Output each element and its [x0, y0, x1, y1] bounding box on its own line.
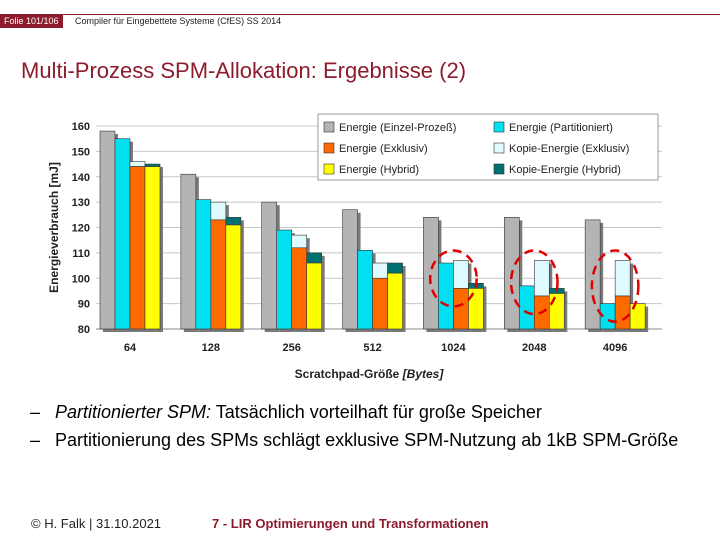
- bar-energie-hybrid: [548, 293, 565, 330]
- highlight-ellipse: [509, 249, 559, 316]
- highlight-ellipse: [590, 249, 640, 323]
- y-tick-label: 160: [72, 121, 90, 133]
- bullet-dash: –: [30, 402, 41, 422]
- slide-number: Folie 101/106: [0, 14, 63, 28]
- course-title: Compiler für Eingebettete Systeme (CfES)…: [75, 16, 282, 26]
- legend-swatch: [323, 142, 335, 154]
- y-tick-label: 90: [78, 299, 90, 311]
- x-tick-label: 4096: [603, 342, 627, 354]
- bar-energie-einzel-prozess: [342, 209, 358, 330]
- y-tick-label: 150: [72, 146, 90, 158]
- footer-chapter: 7 - LIR Optimierungen und Transformation…: [212, 516, 489, 531]
- bar-kopie-energie-exklusiv: [210, 201, 227, 221]
- bar-energie-partitioniert: [438, 262, 454, 330]
- legend-box: [317, 113, 659, 181]
- y-tick-label: 130: [72, 197, 90, 209]
- bullet-1: – Partitionierter SPM: Tatsächlich vorte…: [30, 398, 700, 426]
- bar-kopie-energie-hybrid: [387, 262, 403, 274]
- bar-energie-exklusiv: [129, 166, 146, 330]
- bar-kopie-energie-exklusiv: [614, 260, 631, 297]
- bar-kopie-energie-exklusiv: [533, 260, 550, 297]
- bar-kopie-energie-exklusiv: [291, 234, 308, 249]
- bar-kopie-energie-hybrid: [306, 252, 323, 264]
- bar-kopie-energie-hybrid: [225, 217, 242, 226]
- bar-energie-einzel-prozess: [180, 173, 197, 330]
- bar-energie-hybrid: [306, 262, 323, 330]
- x-tick-label: 1024: [441, 342, 466, 354]
- bar-energie-partitioniert: [357, 250, 373, 330]
- x-tick-label: 128: [202, 342, 220, 354]
- y-tick-label: 140: [72, 172, 90, 184]
- bullet-2: – Partitionierung des SPMs schlägt exklu…: [30, 426, 700, 454]
- bar-energie-exklusiv: [291, 247, 308, 330]
- y-tick-label: 100: [72, 273, 90, 285]
- legend-label: Energie (Partitioniert): [509, 122, 613, 134]
- bar-energie-hybrid: [225, 224, 242, 330]
- bar-energie-einzel-prozess: [584, 219, 601, 330]
- footer-author: © H. Falk | 31.10.2021: [31, 516, 162, 531]
- bar-energie-partitioniert: [114, 138, 131, 330]
- y-tick-label: 80: [78, 324, 90, 336]
- legend-swatch: [323, 163, 335, 175]
- bar-energie-hybrid: [144, 166, 161, 330]
- x-tick-label: 512: [363, 342, 381, 354]
- legend-label: Energie (Hybrid): [339, 164, 419, 176]
- bar-energie-hybrid: [468, 288, 484, 330]
- bar-energie-exklusiv: [614, 295, 631, 330]
- bar-energie-hybrid: [629, 303, 646, 330]
- bar-energie-partitioniert: [518, 285, 535, 330]
- y-tick-label: 120: [72, 223, 90, 235]
- bullet-italic: Partitionierter SPM:: [55, 402, 212, 422]
- bar-kopie-energie-exklusiv: [453, 260, 469, 289]
- x-axis-unit: [Bytes]: [402, 367, 445, 381]
- legend-swatch: [493, 163, 505, 175]
- x-axis-label: Scratchpad-Größe [Bytes]: [295, 367, 445, 381]
- bar-energie-exklusiv: [372, 277, 388, 330]
- legend-label: Energie (Einzel-Prozeß): [339, 122, 456, 134]
- x-tick-label: 64: [124, 342, 137, 354]
- bar-energie-einzel-prozess: [261, 201, 278, 330]
- legend-label: Kopie-Energie (Exklusiv): [509, 143, 629, 155]
- bar-energie-exklusiv: [453, 288, 469, 330]
- x-tick-label: 256: [283, 342, 301, 354]
- legend-swatch: [493, 121, 505, 133]
- energy-chart: 80 90 100 110 120 130 140 150 160 64 128 256 512 1024…: [47, 113, 662, 381]
- bullet-text: Tatsächlich vorteilhaft für große Speich…: [211, 402, 542, 422]
- bar-energie-partitioniert: [195, 199, 212, 330]
- y-tick-label: 110: [72, 248, 90, 260]
- bullet-dash: –: [30, 430, 41, 450]
- bar-kopie-energie-exklusiv: [372, 262, 388, 279]
- bullet-list: – Partitionierter SPM: Tatsächlich vorte…: [30, 398, 700, 454]
- bar-kopie-energie-exklusiv: [129, 161, 146, 167]
- bar-energie-partitioniert: [276, 229, 293, 330]
- bar-energie-hybrid: [387, 272, 403, 330]
- legend-label: Kopie-Energie (Hybrid): [509, 164, 621, 176]
- bar-energie-einzel-prozess: [99, 130, 116, 330]
- legend-label: Energie (Exklusiv): [339, 143, 428, 155]
- legend-swatch: [323, 121, 335, 133]
- bar-kopie-energie-hybrid: [144, 163, 161, 167]
- highlight-ellipse: [428, 249, 478, 308]
- bar-energie-exklusiv: [210, 219, 227, 330]
- page-title: Multi-Prozess SPM-Allokation: Ergebnisse…: [21, 58, 467, 83]
- x-tick-label: 2048: [522, 342, 546, 354]
- bar-energie-einzel-prozess: [423, 217, 439, 330]
- y-axis-label: Energieverbrauch [mJ]: [47, 162, 61, 293]
- bullet-text: Partitionierung des SPMs schlägt exklusi…: [55, 430, 679, 450]
- header-rule: [0, 14, 720, 15]
- legend-swatch: [493, 142, 505, 154]
